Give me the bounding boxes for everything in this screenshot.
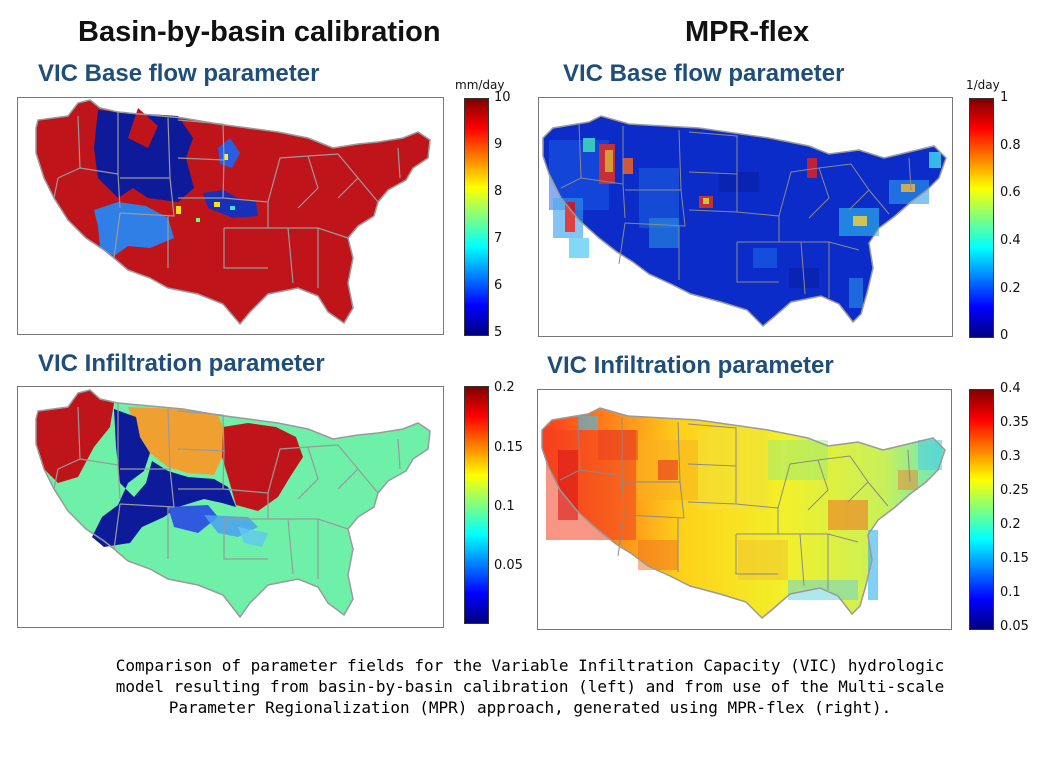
colorbar-tick: 7 (494, 231, 503, 246)
red-basins (36, 390, 303, 511)
colorbar-unit-right-top: 1/day (966, 78, 1000, 92)
us-border (542, 115, 947, 328)
us-border (35, 99, 431, 326)
colorbar-right-top (969, 98, 994, 338)
colorbar-tick: 0.2 (1000, 517, 1021, 532)
figure-caption: Comparison of parameter fields for the V… (20, 655, 1040, 718)
colorbar-tick: 0.1 (1000, 585, 1021, 600)
colorbar-tick: 0.3 (1000, 449, 1021, 464)
colorbar-left-bottom (464, 386, 489, 624)
texture-speckle (549, 138, 941, 308)
state-borders (560, 123, 912, 298)
us-border (35, 389, 431, 619)
colorbar-tick: 0.05 (494, 558, 523, 573)
blue-basin (94, 202, 174, 256)
colorbar-tick: 9 (494, 137, 503, 152)
colorbar-tick: 0.4 (1000, 233, 1021, 248)
base-flow-title-right: VIC Base flow parameter (563, 60, 845, 87)
us-border (541, 407, 946, 620)
map-base-flow-calibration (17, 97, 444, 335)
colorbar-right-bottom (969, 389, 994, 630)
infiltration-title-left: VIC Infiltration parameter (38, 350, 325, 377)
infiltration-title-right: VIC Infiltration parameter (547, 352, 834, 379)
caption-line: Parameter Regionalization (MPR) approach… (168, 698, 892, 717)
colorbar-unit-left-top: mm/day (455, 78, 505, 92)
colorbar-tick: 0.25 (1000, 483, 1029, 498)
colorbar-tick: 5 (494, 325, 503, 340)
colorbar-tick: 0.35 (1000, 415, 1029, 430)
hotspots (176, 154, 235, 222)
colorbar-tick: 8 (494, 184, 503, 199)
orange-basin (128, 407, 223, 475)
colorbar-tick: 0.2 (494, 380, 515, 395)
colorbar-tick: 0.15 (1000, 551, 1029, 566)
colorbar-tick: 1 (1000, 90, 1009, 105)
colorbar-tick: 0.4 (1000, 381, 1021, 396)
colorbar-tick: 0 (1000, 328, 1009, 343)
colorbar-tick: 0.1 (494, 499, 515, 514)
map-base-flow-mpr (538, 97, 953, 337)
colorbar-tick: 0.2 (1000, 281, 1021, 296)
map-infiltration-mpr (537, 389, 952, 630)
caption-line: model resulting from basin-by-basin cali… (115, 677, 945, 696)
state-borders (559, 415, 911, 590)
base-flow-title-left: VIC Base flow parameter (38, 60, 320, 87)
state-borders (53, 112, 401, 288)
colorbar-tick: 0.8 (1000, 138, 1021, 153)
caption-line: Comparison of parameter fields for the V… (115, 656, 945, 675)
state-borders (53, 403, 401, 579)
colorbar-left-top (464, 98, 489, 336)
colorbar-tick: 6 (494, 278, 503, 293)
colorbar-tick: 10 (494, 90, 511, 105)
colorbar-tick: 0.05 (1000, 619, 1029, 634)
map-infiltration-calibration (17, 386, 444, 628)
right-column-title: MPR-flex (685, 16, 810, 48)
navy-basins (92, 409, 268, 547)
colorbar-tick: 0.15 (494, 440, 523, 455)
texture-speckle (546, 416, 942, 600)
left-column-title: Basin-by-basin calibration (78, 16, 441, 48)
colorbar-tick: 0.6 (1000, 185, 1021, 200)
